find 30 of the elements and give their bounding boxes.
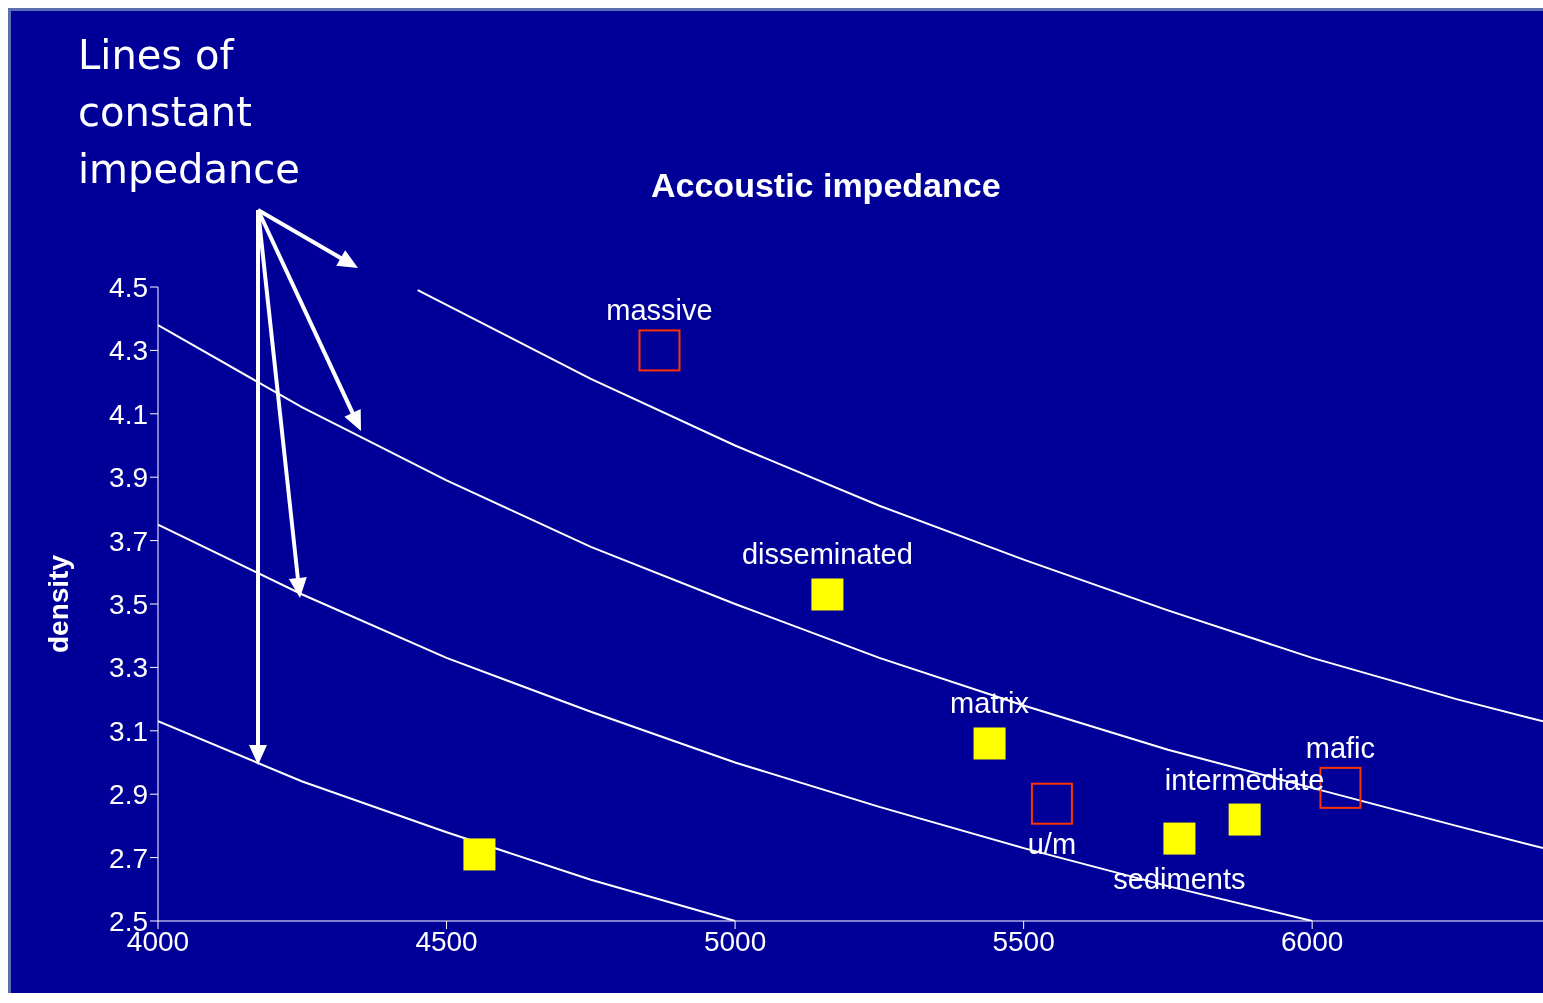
point (638, 329, 681, 372)
text: Lines of constant impedance (78, 31, 301, 194)
y-tick-label: 3.9 (109, 462, 148, 494)
y-tick-label: 4.1 (109, 398, 148, 430)
y-tick-label: 3.5 (109, 588, 148, 620)
y-tick-label: 2.7 (109, 842, 148, 874)
annotation: massive (606, 294, 713, 327)
point (811, 578, 844, 611)
annotation: mafic (1305, 731, 1376, 764)
point (463, 838, 496, 871)
annotation: disseminated (741, 538, 913, 571)
point (1228, 803, 1261, 836)
point (1163, 822, 1196, 855)
y-tick-label: 3.1 (109, 715, 148, 747)
line-series (416, 289, 1543, 723)
x-tick-label: 5500 (992, 925, 1055, 957)
y-tick-label: 3.3 (109, 652, 148, 684)
point (1030, 782, 1073, 825)
annotation: u/m (1027, 827, 1077, 860)
x-tick-label: 6000 (1281, 925, 1344, 957)
y-tick-label: 4.3 (109, 335, 148, 367)
y-tick-label: 2.9 (109, 779, 148, 811)
annotation: matrix (950, 687, 1030, 720)
chart-title: Accoustic impedance (651, 166, 1001, 205)
y-tick-label: 3.7 (109, 525, 148, 557)
x-tick-label: 5000 (703, 925, 767, 957)
point (973, 727, 1006, 760)
x-tick-label: 4500 (415, 925, 478, 957)
y-tick-label: 4.5 (109, 271, 148, 303)
y-axis-title: density (42, 554, 74, 654)
